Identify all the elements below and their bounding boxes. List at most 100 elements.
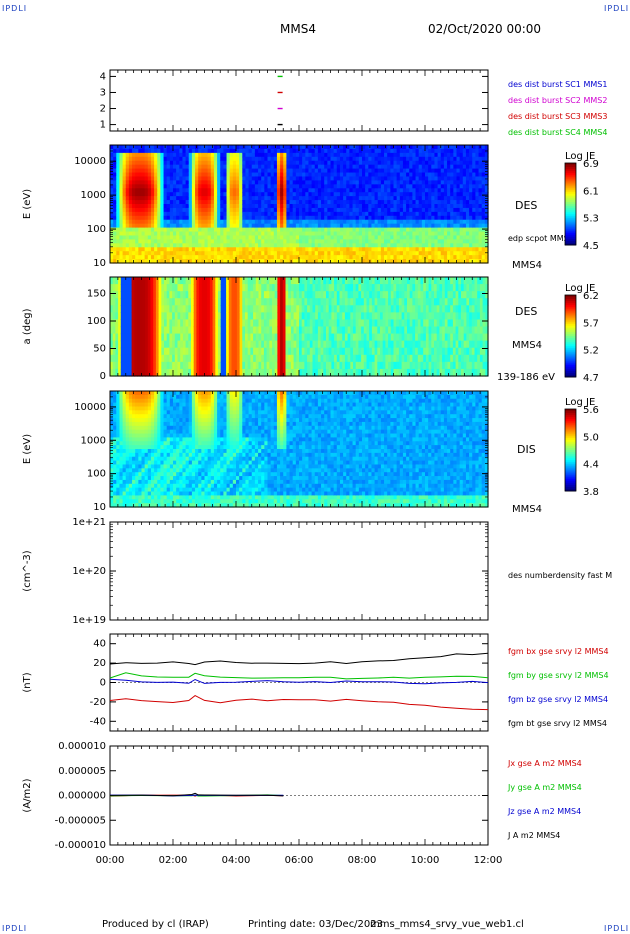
des-energy-cell xyxy=(295,188,300,193)
des-pitch-cell xyxy=(155,284,160,292)
des-energy-cell xyxy=(119,184,124,189)
des-energy-cell xyxy=(346,247,350,252)
des-energy-cell xyxy=(333,235,338,240)
des-energy-cell xyxy=(258,255,262,260)
des-energy-cell xyxy=(261,231,265,237)
des-pitch-cell xyxy=(161,319,165,328)
des-energy-cell xyxy=(327,196,332,201)
des-energy-cell xyxy=(195,160,199,166)
des-energy-cell xyxy=(308,192,313,197)
des-energy-cell xyxy=(283,160,287,166)
des-energy-cell xyxy=(481,168,486,174)
des-energy-cell xyxy=(456,200,461,205)
des-energy-cell xyxy=(478,180,483,185)
des-energy-cell xyxy=(154,251,158,256)
des-pitch-cell xyxy=(228,284,233,292)
des-energy-cell xyxy=(261,156,265,162)
des-energy-cell xyxy=(462,247,467,252)
des-energy-cell xyxy=(198,215,202,221)
des-energy-cell xyxy=(481,176,486,181)
des-energy-cell xyxy=(362,207,366,213)
des-energy-cell xyxy=(188,207,193,213)
des-energy-cell xyxy=(443,152,448,158)
des-energy-cell xyxy=(251,204,256,209)
des-energy-cell xyxy=(191,156,196,162)
des-energy-cell xyxy=(242,243,247,248)
des-energy-cell xyxy=(333,156,338,162)
des-energy-cell xyxy=(437,192,442,197)
des-energy-cell xyxy=(176,192,180,197)
des-energy-cell xyxy=(324,200,328,205)
des-pitch-cell xyxy=(280,333,284,342)
des-pitch-cell xyxy=(110,298,114,306)
des-energy-cell xyxy=(472,227,476,233)
des-pitch-cell xyxy=(177,368,181,377)
des-energy-cell xyxy=(267,156,272,162)
des-energy-cell xyxy=(308,152,313,158)
des-energy-cell xyxy=(154,148,158,154)
des-energy-cell xyxy=(188,148,193,154)
des-energy-cell xyxy=(459,255,464,260)
des-pitch-cell xyxy=(239,291,243,299)
des-energy-cell xyxy=(317,235,322,240)
des-energy-cell xyxy=(314,156,319,162)
des-energy-cell xyxy=(176,164,180,170)
des-energy-cell xyxy=(478,164,483,170)
des-energy-cell xyxy=(113,243,117,248)
des-energy-cell xyxy=(204,176,209,181)
des-energy-cell xyxy=(308,180,313,185)
des-energy-cell xyxy=(195,164,199,170)
des-energy-cell xyxy=(374,251,379,256)
des-energy-cell xyxy=(204,227,209,233)
des-energy-cell xyxy=(207,215,212,221)
des-energy-cell xyxy=(125,235,130,240)
des-energy-cell xyxy=(437,172,442,178)
des-pitch-cell xyxy=(207,361,211,370)
des-pitch-cell xyxy=(307,340,311,349)
des-energy-cell xyxy=(358,247,363,252)
des-pitch-cell xyxy=(164,319,168,328)
des-energy-cell xyxy=(163,176,168,181)
des-energy-cell xyxy=(150,200,155,205)
des-pitch-cell xyxy=(155,319,160,328)
des-pitch-cell xyxy=(263,305,268,313)
des-energy-cell xyxy=(267,239,272,244)
des-pitch-cell xyxy=(123,361,127,370)
des-energy-cell xyxy=(384,180,388,185)
des-energy-cell xyxy=(229,211,234,217)
burst-panel-ytick-label: 2 xyxy=(100,104,106,115)
des-energy-cell xyxy=(462,239,467,244)
des-pitch-cell xyxy=(193,333,197,342)
des-energy-colorbar-cell xyxy=(565,222,576,225)
des-energy-cell xyxy=(409,164,413,170)
des-pitch-cell xyxy=(253,333,257,342)
des-energy-cell xyxy=(472,180,476,185)
des-energy-cell xyxy=(355,188,360,193)
des-energy-cell xyxy=(327,184,332,189)
des-energy-cell xyxy=(415,196,420,201)
des-energy-cell xyxy=(330,235,335,240)
des-pitch-cell xyxy=(250,312,254,321)
des-pitch-cell xyxy=(126,312,130,321)
des-pitch-cell xyxy=(209,368,214,377)
des-pitch-cell xyxy=(307,291,311,299)
des-pitch-cell xyxy=(253,347,257,356)
des-energy-cell xyxy=(273,164,278,170)
des-energy-cell xyxy=(327,255,332,260)
des-pitch-cell xyxy=(304,305,308,313)
des-pitch-cell xyxy=(304,361,308,370)
des-energy-cell xyxy=(166,156,171,162)
des-pitch-cell xyxy=(312,291,316,299)
des-pitch-cell xyxy=(285,368,289,377)
des-energy-cell xyxy=(443,145,448,150)
des-energy-cell xyxy=(402,188,407,193)
des-energy-cell xyxy=(311,235,316,240)
des-pitch-cell xyxy=(161,347,165,356)
des-energy-cell xyxy=(270,227,275,233)
des-energy-cell xyxy=(346,168,350,174)
des-pitch-cell xyxy=(272,312,276,321)
des-energy-cell xyxy=(484,215,489,221)
des-pitch-cell xyxy=(147,347,152,356)
des-energy-cell xyxy=(447,223,451,229)
des-energy-cell xyxy=(223,235,228,240)
